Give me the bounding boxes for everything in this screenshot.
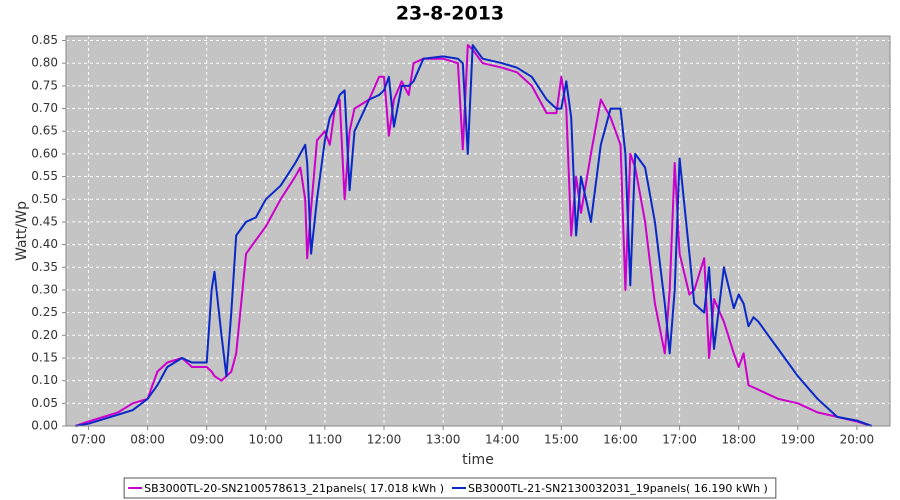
x-tick-label: 08:00: [130, 433, 165, 447]
x-axis-label: time: [462, 452, 494, 468]
y-tick-label: 0.50: [31, 192, 58, 206]
legend-label: SB3000TL-21-SN2130032031_19panels( 16.19…: [468, 482, 768, 495]
x-tick-label: 11:00: [308, 433, 343, 447]
x-tick-label: 13:00: [426, 433, 461, 447]
y-tick-label: 0.75: [31, 78, 58, 92]
chart-title: 23-8-2013: [396, 3, 504, 25]
x-tick-label: 10:00: [248, 433, 283, 447]
x-tick-label: 19:00: [780, 433, 815, 447]
y-tick-label: 0.65: [31, 124, 58, 138]
legend: SB3000TL-20-SN2100578613_21panels( 17.01…: [123, 477, 777, 499]
y-tick-label: 0.55: [31, 169, 58, 183]
x-tick-label: 15:00: [544, 433, 579, 447]
y-tick-label: 0.30: [31, 282, 58, 296]
y-tick-label: 0.85: [31, 33, 58, 47]
x-tick-label: 18:00: [721, 433, 756, 447]
y-tick-label: 0.40: [31, 237, 58, 251]
x-tick-label: 09:00: [189, 433, 224, 447]
x-tick-label: 20:00: [840, 433, 875, 447]
y-tick-label: 0.25: [31, 305, 58, 319]
y-tick-label: 0.45: [31, 214, 58, 228]
x-tick-label: 14:00: [485, 433, 520, 447]
x-tick-label: 16:00: [603, 433, 638, 447]
series-line: [75, 44, 873, 427]
y-tick-label: 0.80: [31, 56, 58, 70]
y-tick-label: 0.10: [31, 373, 58, 387]
y-tick-label: 0.05: [31, 396, 58, 410]
y-tick-label: 0.60: [31, 146, 58, 160]
x-tick-label: 12:00: [367, 433, 402, 447]
legend-box: [123, 477, 777, 499]
y-tick-label: 0.35: [31, 260, 58, 274]
y-tick-label: 0.70: [31, 101, 58, 115]
y-tick-label: 0.15: [31, 350, 58, 364]
y-tick-label: 0.00: [31, 419, 58, 433]
y-tick-label: 0.20: [31, 328, 58, 342]
plot-area: [65, 35, 891, 427]
plot-border: [65, 35, 891, 427]
legend-label: SB3000TL-20-SN2100578613_21panels( 17.01…: [144, 482, 444, 495]
x-tick-label: 17:00: [662, 433, 697, 447]
y-axis-label: Watt/Wp: [14, 201, 30, 261]
x-tick-label: 07:00: [71, 433, 106, 447]
